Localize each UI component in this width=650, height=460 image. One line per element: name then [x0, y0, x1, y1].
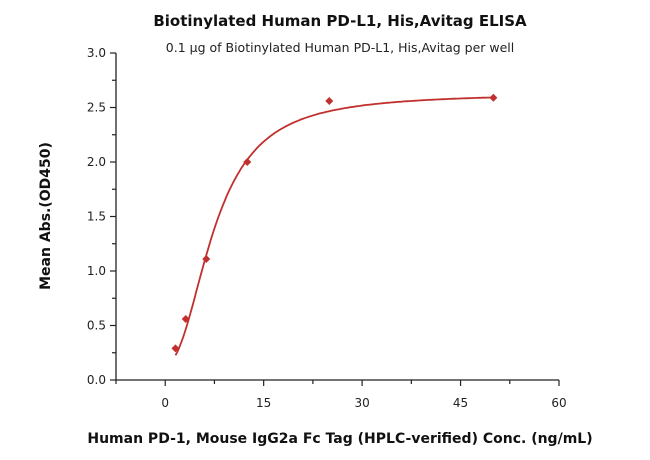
x-tick-label: 45: [453, 396, 468, 410]
data-point: [243, 158, 252, 166]
y-axis-label: Mean Abs.(OD450): [38, 142, 54, 290]
y-tick-label: 0.0: [87, 373, 106, 387]
x-tick-label: 60: [551, 396, 566, 410]
chart-subtitle: 0.1 µg of Biotinylated Human PD-L1, His,…: [166, 40, 514, 55]
x-tick-label: 30: [354, 396, 369, 410]
x-tick-label: 15: [256, 396, 271, 410]
y-tick-label: 2.5: [87, 101, 106, 115]
y-tick-label: 2.0: [87, 155, 106, 169]
data-point: [489, 93, 498, 102]
y-tick-label: 0.5: [87, 319, 106, 333]
data-point: [181, 314, 190, 323]
y-tick-label: 3.0: [87, 46, 106, 60]
x-tick-label: 0: [161, 396, 169, 410]
x-axis-label: Human PD-1, Mouse IgG2a Fc Tag (HPLC-ver…: [87, 431, 592, 447]
data-point: [202, 255, 211, 264]
data-point: [171, 344, 180, 353]
data-point: [325, 96, 334, 105]
fit-curve: [174, 96, 494, 356]
y-tick-label: 1.0: [87, 264, 106, 278]
y-tick-label: 1.5: [87, 210, 106, 224]
chart-title: Biotinylated Human PD-L1, His,Avitag ELI…: [153, 12, 527, 30]
